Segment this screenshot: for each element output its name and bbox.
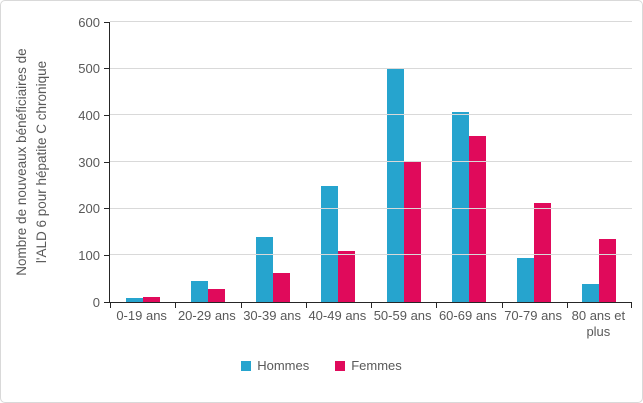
- x-axis-label: 20-29 ans: [177, 308, 236, 323]
- gridline: [110, 207, 632, 209]
- x-tick-mark: [305, 303, 307, 308]
- x-tick-mark: [566, 303, 568, 308]
- y-tick-label: 600: [78, 14, 100, 30]
- x-tick-mark: [110, 303, 111, 308]
- bar-group-0-19-ans: [110, 22, 175, 302]
- x-axis-label: 70-79 ans: [504, 308, 563, 323]
- y-axis-tick-labels: 0 100 200 300 400 500 600: [1, 16, 100, 309]
- bar-femmes: [273, 273, 291, 302]
- bar-group-30-39-ans: [241, 22, 306, 302]
- bar-group-60-69-ans: [436, 22, 501, 302]
- x-axis-label: 60-69 ans: [438, 308, 497, 323]
- y-tick-mark: [104, 254, 109, 256]
- x-axis-labels: 0-19 ans 20-29 ans 30-39 ans 40-49 ans 50-59…: [109, 308, 631, 340]
- gridline: [110, 254, 632, 256]
- gridline: [110, 161, 632, 162]
- x-axis-label: 50-59 ans: [373, 308, 432, 323]
- y-tick-label: 300: [78, 154, 100, 170]
- bar-femmes: [599, 239, 617, 302]
- y-tick-label: 200: [78, 201, 100, 217]
- x-tick-mark: [436, 303, 438, 308]
- x-tick-mark: [175, 303, 177, 308]
- legend-label-hommes: Hommes: [257, 358, 310, 373]
- bar-femmes: [534, 202, 552, 302]
- y-tick-label: 100: [78, 247, 100, 263]
- gridline: [110, 114, 632, 116]
- legend-item-femmes: Femmes: [335, 359, 402, 373]
- bar-femmes: [468, 136, 486, 302]
- x-tick-mark: [631, 303, 632, 308]
- x-tick-mark: [371, 303, 372, 308]
- bar-femmes: [142, 296, 160, 302]
- y-tick-mark: [104, 301, 109, 303]
- x-tick-mark: [240, 303, 242, 308]
- bar-series-area: [110, 22, 632, 302]
- gridline: [110, 67, 632, 69]
- x-axis-label: 30-39 ans: [243, 308, 302, 323]
- bar-hommes: [321, 186, 339, 302]
- x-tick-mark: [501, 303, 503, 308]
- bar-group-50-59-ans: [371, 22, 436, 302]
- bar-hommes: [125, 298, 143, 302]
- gridline: [110, 21, 632, 22]
- bar-femmes: [403, 160, 421, 302]
- y-tick-mark: [104, 21, 109, 23]
- bar-hommes: [256, 236, 274, 302]
- x-axis-label: 40-49 ans: [308, 308, 367, 323]
- bar-group-40-49-ans: [306, 22, 371, 302]
- bar-group-20-29-ans: [175, 22, 240, 302]
- legend-swatch-femmes: [335, 361, 346, 371]
- bar-hommes: [582, 284, 600, 302]
- bar-hommes: [517, 257, 535, 302]
- y-tick-label: 400: [78, 107, 100, 123]
- y-tick-label: 0: [92, 294, 100, 310]
- bar-group-80-ans-et-plus: [567, 22, 632, 302]
- legend: Hommes Femmes: [1, 359, 642, 373]
- y-tick-label: 500: [78, 61, 100, 77]
- y-tick-mark: [104, 161, 109, 163]
- y-tick-mark: [104, 68, 109, 70]
- legend-label-femmes: Femmes: [351, 358, 402, 373]
- bar-group-70-79-ans: [502, 22, 567, 302]
- bar-femmes: [338, 250, 356, 302]
- bar-femmes: [207, 288, 225, 302]
- bar-hommes: [190, 281, 208, 302]
- x-axis-label: 0-19 ans: [116, 308, 167, 323]
- x-axis-label: 80 ans et plus: [571, 308, 626, 339]
- legend-swatch-hommes: [241, 361, 252, 371]
- y-tick-mark: [104, 114, 109, 116]
- plot-area: [104, 21, 632, 308]
- legend-item-hommes: Hommes: [241, 359, 309, 373]
- y-tick-mark: [104, 208, 109, 210]
- bar-hommes: [386, 68, 404, 302]
